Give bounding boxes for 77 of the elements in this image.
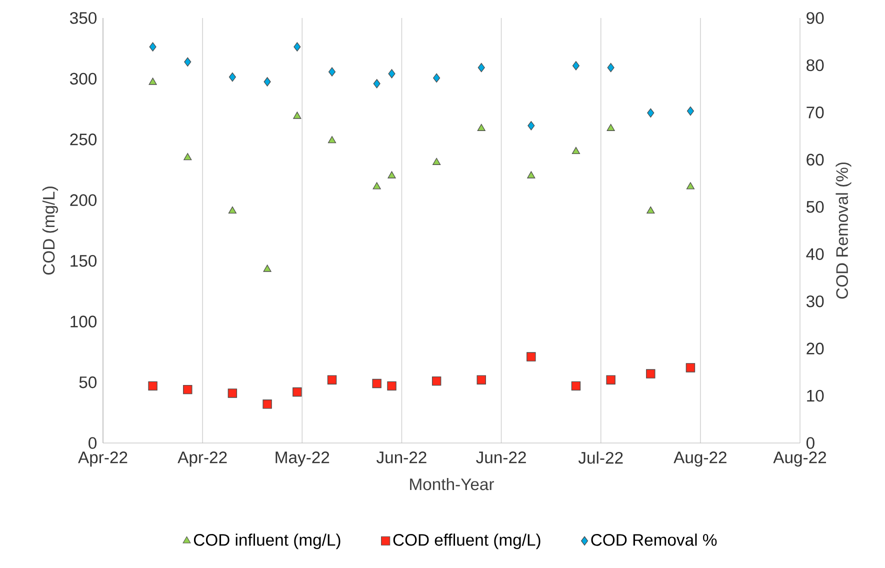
- y2-tick-label: 10: [807, 390, 824, 402]
- point: [607, 62, 614, 72]
- y2-tick-label: 20: [806, 342, 824, 354]
- x-tick-label: May-22: [276, 452, 330, 467]
- point: [148, 78, 157, 85]
- y-tick-label: 0: [88, 437, 97, 449]
- y2-tick-label: 0: [806, 437, 814, 449]
- point: [328, 136, 336, 144]
- x-tick-label: Jul-22: [578, 451, 623, 464]
- y2-tick-label: 60: [806, 154, 824, 166]
- point: [294, 42, 301, 52]
- point: [647, 108, 654, 118]
- point: [388, 171, 396, 178]
- y2-tick-label: 80: [806, 59, 824, 72]
- point: [328, 67, 336, 76]
- x-tick-label: Jun-22: [476, 452, 526, 464]
- point: [571, 381, 581, 391]
- point: [372, 182, 381, 190]
- point: [292, 387, 302, 397]
- x-tick-label: Jun-22: [376, 452, 426, 464]
- y-tick-label: 250: [70, 134, 97, 146]
- point: [228, 72, 236, 82]
- y-tick-label: 200: [70, 194, 97, 206]
- point: [606, 124, 615, 131]
- y-axis-title: COD (mg/L): [42, 186, 58, 275]
- point: [432, 376, 442, 386]
- y2-axis-title: COD Removal (%): [836, 162, 852, 299]
- point: [572, 61, 580, 70]
- point: [262, 400, 272, 409]
- y-tick-label: 300: [70, 72, 97, 85]
- point: [527, 171, 536, 178]
- point: [686, 363, 696, 372]
- point: [476, 375, 486, 384]
- point: [606, 375, 616, 384]
- point: [388, 69, 396, 78]
- x-tick-label: Aug-22: [674, 452, 726, 467]
- legend-label: COD influent (mg/L): [194, 534, 340, 550]
- point: [686, 182, 695, 190]
- legend-label: COD Removal %: [591, 534, 717, 546]
- y-tick-label: 150: [70, 254, 97, 267]
- point: [433, 73, 440, 83]
- y2-tick-label: 70: [806, 106, 824, 118]
- point: [184, 57, 192, 67]
- x-tick-label: Aug-22: [773, 452, 826, 467]
- point: [228, 206, 236, 214]
- y2-tick-label: 30: [806, 295, 824, 308]
- x-tick-label: Apr-22: [178, 452, 227, 467]
- point: [528, 121, 535, 130]
- y-tick-label: 50: [79, 376, 97, 388]
- y-tick-label: 350: [70, 12, 97, 24]
- y2-tick-label: 50: [806, 201, 824, 213]
- point: [572, 146, 580, 154]
- y2-tick-label: 90: [806, 12, 824, 24]
- y2-tick-label: 40: [806, 248, 824, 260]
- point: [264, 77, 271, 86]
- point: [387, 381, 396, 391]
- y-tick-label: 100: [70, 316, 97, 328]
- point: [526, 352, 536, 362]
- point: [372, 378, 382, 388]
- point: [432, 158, 441, 165]
- point: [228, 388, 238, 398]
- x-axis-title: Month-Year: [410, 478, 494, 490]
- point: [646, 369, 656, 378]
- point: [184, 153, 192, 160]
- point: [478, 62, 485, 72]
- point: [327, 375, 337, 384]
- point: [686, 106, 694, 116]
- point: [646, 206, 655, 214]
- point: [149, 42, 156, 52]
- point: [183, 384, 192, 394]
- x-tick-label: Apr-22: [78, 452, 128, 467]
- point: [477, 124, 486, 131]
- point: [373, 79, 380, 88]
- point: [148, 381, 158, 391]
- point: [263, 264, 272, 272]
- point: [293, 112, 302, 119]
- legend-label: COD effluent (mg/L): [393, 534, 540, 550]
